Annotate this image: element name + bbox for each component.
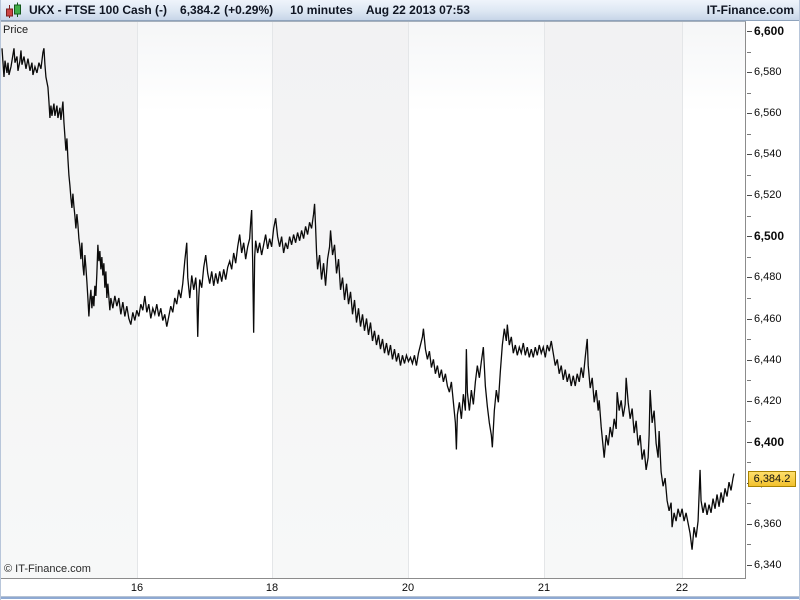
y-axis-label: 6,480 — [754, 271, 782, 283]
y-axis-label: 6,460 — [754, 313, 782, 325]
brand-label: IT-Finance.com — [706, 3, 794, 17]
y-minor-tick — [747, 298, 751, 299]
y-minor-tick — [747, 134, 751, 135]
day-separator — [272, 22, 273, 578]
y-minor-tick — [747, 503, 751, 504]
y-major-tick — [747, 72, 752, 73]
y-axis-label: 6,540 — [754, 148, 782, 160]
y-major-tick — [747, 31, 752, 32]
chart-plot-area[interactable]: Price © IT-Finance.com — [0, 21, 746, 579]
instrument-title: UKX - FTSE 100 Cash (-) — [29, 3, 168, 17]
y-minor-tick — [747, 462, 751, 463]
y-axis-label: 6,600 — [754, 24, 785, 38]
y-minor-tick — [747, 339, 751, 340]
last-price-tag: 6,384.2 — [748, 471, 796, 487]
bottom-window-edge — [0, 597, 800, 599]
y-major-tick — [747, 236, 752, 237]
y-axis-label: 6,560 — [754, 107, 782, 119]
chart-header: UKX - FTSE 100 Cash (-) 6,384.2 (+0.29%) … — [0, 0, 800, 21]
y-axis-label: 6,420 — [754, 395, 782, 407]
y-major-tick — [747, 195, 752, 196]
y-axis-label: 6,400 — [754, 435, 785, 449]
datetime-label: Aug 22 2013 07:53 — [365, 3, 470, 17]
y-minor-tick — [747, 421, 751, 422]
x-axis-label: 16 — [130, 582, 144, 594]
x-axis-label: 18 — [265, 582, 279, 594]
y-minor-tick — [747, 257, 751, 258]
y-minor-tick — [747, 216, 751, 217]
bottom-divider — [0, 596, 800, 597]
y-major-tick — [747, 154, 752, 155]
price-axis[interactable]: 6,384.2 6,600 6,580 6,560 6,540 6,520 6,500 6,… — [746, 21, 800, 579]
x-axis-label: 22 — [675, 582, 689, 594]
y-minor-tick — [747, 544, 751, 545]
price-line — [1, 48, 735, 550]
y-minor-tick — [747, 93, 751, 94]
y-major-tick — [747, 319, 752, 320]
y-axis-label: 6,580 — [754, 66, 782, 78]
change-percent: (+0.29%) — [224, 3, 274, 17]
timeframe-label: 10 minutes — [290, 3, 353, 17]
y-major-tick — [747, 360, 752, 361]
y-axis-label: 6,360 — [754, 518, 782, 530]
y-minor-tick — [747, 52, 751, 53]
y-axis-label: 6,340 — [754, 559, 782, 571]
y-minor-tick — [747, 380, 751, 381]
y-major-tick — [747, 113, 752, 114]
x-axis-label: 21 — [537, 582, 551, 594]
x-axis-label: 20 — [401, 582, 415, 594]
time-axis[interactable]: 16 18 20 21 22 — [0, 580, 800, 596]
last-quote: 6,384.2 (+0.29%) — [180, 3, 277, 17]
day-separator — [544, 22, 545, 578]
price-axis-title: Price — [3, 24, 29, 36]
day-separator — [137, 22, 138, 578]
copyright-watermark: © IT-Finance.com — [4, 563, 91, 575]
y-major-tick — [747, 277, 752, 278]
day-separator — [408, 22, 409, 578]
y-axis-label: 6,440 — [754, 354, 782, 366]
y-major-tick — [747, 565, 752, 566]
y-axis-label: 6,500 — [754, 229, 785, 243]
day-band — [544, 22, 682, 578]
y-major-tick — [747, 442, 752, 443]
y-major-tick — [747, 401, 752, 402]
last-price: 6,384.2 — [180, 3, 221, 17]
window-left-edge — [0, 0, 1, 600]
day-separator — [682, 22, 683, 578]
day-band — [272, 22, 408, 578]
candlestick-icon — [4, 2, 24, 19]
y-axis-label: 6,520 — [754, 189, 782, 201]
y-major-tick — [747, 524, 752, 525]
y-minor-tick — [747, 175, 751, 176]
